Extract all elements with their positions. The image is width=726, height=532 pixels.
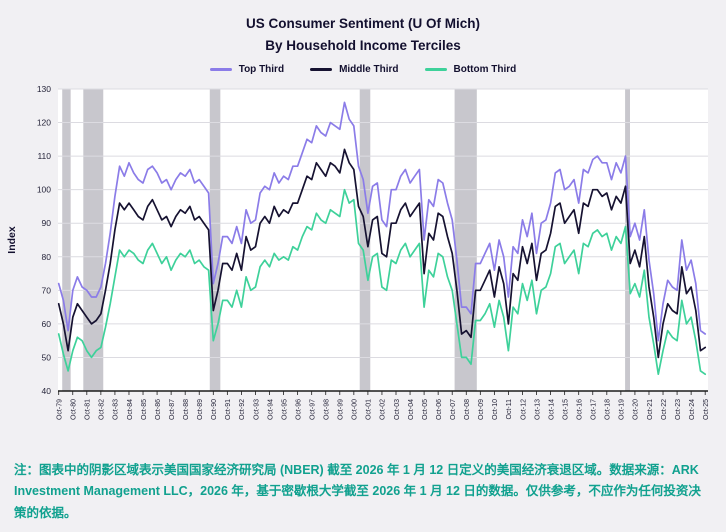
svg-text:Oct-07: Oct-07	[450, 399, 457, 420]
svg-text:Oct-14: Oct-14	[548, 399, 555, 420]
svg-text:Oct-05: Oct-05	[422, 399, 429, 420]
svg-text:Oct-88: Oct-88	[183, 399, 190, 420]
legend-swatch-middle-third	[310, 67, 333, 72]
legend-item-top-third: Top Third	[209, 64, 285, 76]
svg-text:120: 120	[37, 118, 51, 128]
svg-text:Oct-92: Oct-92	[239, 399, 246, 420]
svg-text:Oct-94: Oct-94	[267, 399, 274, 420]
svg-text:Oct-19: Oct-19	[619, 399, 626, 420]
svg-text:Oct-04: Oct-04	[408, 399, 415, 420]
svg-text:Oct-08: Oct-08	[464, 399, 471, 420]
svg-text:70: 70	[42, 286, 52, 296]
series-line-bottom-third	[57, 189, 707, 376]
svg-text:50: 50	[42, 353, 52, 363]
chart-title-line1: US Consumer Sentiment (U Of Mich)	[245, 16, 480, 31]
svg-text:Oct-91: Oct-91	[225, 399, 232, 420]
legend-label-bottom-third: Bottom Third	[453, 64, 517, 76]
series-line-top-third	[57, 101, 707, 342]
svg-text:Oct-90: Oct-90	[211, 399, 218, 420]
svg-text:Oct-97: Oct-97	[309, 399, 316, 420]
svg-text:Oct-21: Oct-21	[647, 399, 654, 420]
svg-text:Oct-79: Oct-79	[57, 399, 64, 420]
svg-text:Oct-09: Oct-09	[478, 399, 485, 420]
svg-text:Oct-03: Oct-03	[394, 399, 401, 420]
chart-area: 40 50 60 70 80 90 100 110 120 130 Oct-79 Oct-80 Oct-…	[0, 81, 726, 450]
svg-text:Oct-98: Oct-98	[324, 399, 331, 420]
svg-text:40: 40	[42, 386, 52, 396]
legend-swatch-bottom-third	[424, 67, 447, 72]
footnote: 注：图表中的阴影区域表示美国国家经济研究局 (NBER) 截至 2026 年 1…	[14, 463, 701, 520]
series-lines	[57, 101, 707, 376]
svg-text:Oct-96: Oct-96	[295, 399, 302, 420]
svg-text:Oct-10: Oct-10	[492, 399, 499, 420]
svg-text:Oct-95: Oct-95	[281, 399, 288, 420]
y-axis-label: Index	[6, 226, 18, 254]
svg-text:Oct-84: Oct-84	[127, 399, 134, 420]
y-tick-labels: 40 50 60 70 80 90 100 110 120 130	[37, 84, 51, 396]
legend-label-top-third: Top Third	[238, 64, 285, 76]
svg-text:Oct-01: Oct-01	[366, 399, 373, 420]
svg-text:Oct-99: Oct-99	[338, 399, 345, 420]
svg-text:Oct-15: Oct-15	[562, 399, 569, 420]
svg-text:60: 60	[42, 319, 52, 329]
svg-text:Oct-24: Oct-24	[689, 399, 696, 420]
svg-text:130: 130	[37, 84, 51, 94]
svg-text:Oct-85: Oct-85	[141, 399, 148, 420]
svg-text:Oct-02: Oct-02	[380, 399, 387, 420]
chart-title: US Consumer Sentiment (U Of Mich) By Hou…	[0, 0, 726, 56]
svg-text:90: 90	[42, 218, 52, 228]
chart-title-line2: By Household Income Terciles	[265, 37, 461, 53]
svg-text:Oct-82: Oct-82	[99, 399, 106, 420]
svg-text:Oct-00: Oct-00	[352, 399, 359, 420]
chart-legend: Top Third Middle Third Bottom Third	[0, 64, 726, 75]
legend-label-middle-third: Middle Third	[339, 64, 399, 76]
svg-text:110: 110	[37, 151, 51, 161]
legend-item-middle-third: Middle Third	[310, 64, 399, 76]
svg-text:Oct-87: Oct-87	[169, 399, 176, 420]
svg-text:Oct-11: Oct-11	[506, 399, 513, 420]
svg-text:Oct-25: Oct-25	[703, 399, 710, 420]
svg-text:100: 100	[37, 185, 51, 195]
legend-swatch-top-third	[209, 67, 232, 72]
svg-text:Oct-81: Oct-81	[85, 399, 92, 420]
svg-text:Oct-17: Oct-17	[591, 399, 598, 420]
svg-text:Oct-20: Oct-20	[633, 399, 640, 420]
svg-text:Oct-93: Oct-93	[253, 399, 260, 420]
svg-text:Oct-86: Oct-86	[155, 399, 162, 420]
svg-text:Oct-23: Oct-23	[675, 399, 682, 420]
series-line-middle-third	[57, 148, 707, 359]
svg-text:Oct-22: Oct-22	[661, 399, 668, 420]
svg-text:Oct-13: Oct-13	[534, 399, 541, 420]
svg-text:Oct-16: Oct-16	[577, 399, 584, 420]
svg-text:Oct-06: Oct-06	[436, 399, 443, 420]
svg-text:Oct-89: Oct-89	[197, 399, 204, 420]
svg-text:Oct-83: Oct-83	[113, 399, 120, 420]
svg-text:Oct-18: Oct-18	[605, 399, 612, 420]
svg-text:Oct-12: Oct-12	[520, 399, 527, 420]
plot-background	[58, 89, 708, 392]
x-tick-labels: Oct-79 Oct-80 Oct-81 Oct-82 Oct-83 Oct-84 Oct-…	[57, 391, 710, 420]
svg-text:Oct-80: Oct-80	[71, 399, 78, 420]
legend-item-bottom-third: Bottom Third	[424, 64, 517, 76]
svg-text:80: 80	[42, 252, 52, 262]
